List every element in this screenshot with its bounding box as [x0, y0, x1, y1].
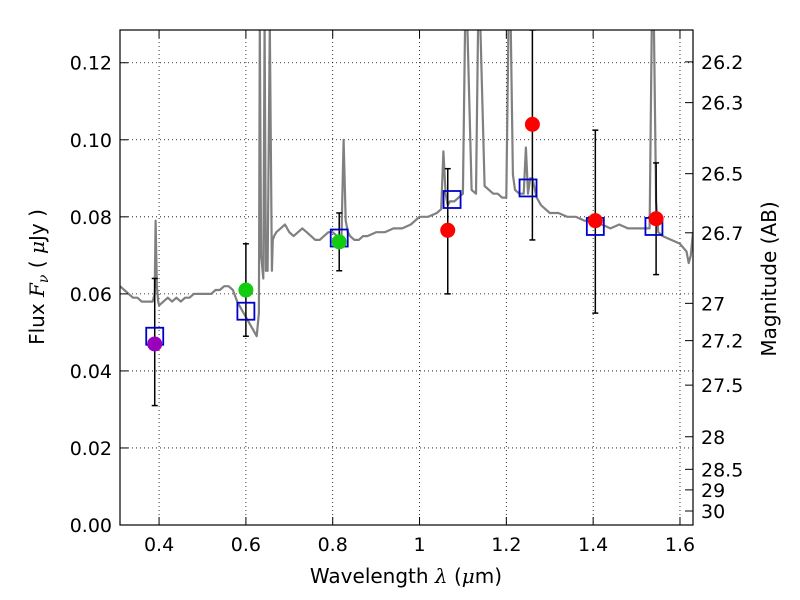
x-tick-label: 0.4	[144, 534, 174, 556]
y-axis-label: Flux Fν ( μJy )	[25, 209, 52, 345]
x-tick-label: 1	[413, 534, 425, 556]
mag-tick-label: 26.3	[701, 93, 743, 115]
x-tick-label: 1.4	[578, 534, 608, 556]
mag-tick-label: 28	[701, 427, 725, 449]
observed-point	[331, 234, 347, 250]
plot-frame	[119, 29, 694, 526]
observed-point	[440, 222, 456, 238]
mag-tick-label: 29	[701, 480, 725, 502]
observed-point	[587, 213, 603, 229]
observed-photometry-points	[147, 116, 664, 352]
y-tick-label: 0.06	[70, 284, 112, 306]
y-tick-label: 0.10	[70, 130, 112, 152]
model-square	[442, 190, 462, 209]
x-axis-label: Wavelength λ (μm)	[310, 564, 502, 588]
y-tick-label: 0.02	[70, 438, 112, 460]
x-tick-label: 1.6	[665, 534, 695, 556]
model-spectrum	[120, 30, 693, 338]
x-tick-label: 1.2	[491, 534, 521, 556]
mag-tick-label: 30	[701, 501, 725, 523]
observed-point	[524, 116, 540, 132]
mag-tick-label: 28.5	[701, 459, 743, 481]
model-square	[236, 301, 256, 321]
observed-point	[648, 211, 664, 227]
y-tick-label: 0.00	[70, 515, 112, 537]
mag-tick-label: 27.2	[701, 331, 743, 353]
x-tick-label: 0.8	[318, 534, 348, 556]
model-square	[518, 178, 538, 198]
mag-tick-label: 26.5	[701, 164, 743, 186]
spectrum-line	[120, 30, 693, 338]
mag-tick-label: 27.5	[701, 375, 743, 397]
gridlines	[120, 30, 693, 526]
y-tick-label: 0.04	[70, 361, 112, 383]
axis-ticks: 0.4 0.6 0.8 1 1.2 1.4 1.6 0.00 0.02 0.04 0.06 0.08 0…	[70, 30, 743, 556]
y-tick-label: 0.12	[70, 53, 112, 75]
observed-point	[238, 282, 254, 298]
observed-point	[147, 336, 163, 352]
y2-axis-label: Magnitude (AB)	[757, 201, 781, 356]
x-tick-label: 0.6	[231, 534, 261, 556]
y-tick-label: 0.08	[70, 207, 112, 229]
mag-tick-label: 27	[701, 293, 725, 315]
mag-tick-label: 26.2	[701, 52, 743, 74]
mag-tick-label: 26.7	[701, 223, 743, 245]
